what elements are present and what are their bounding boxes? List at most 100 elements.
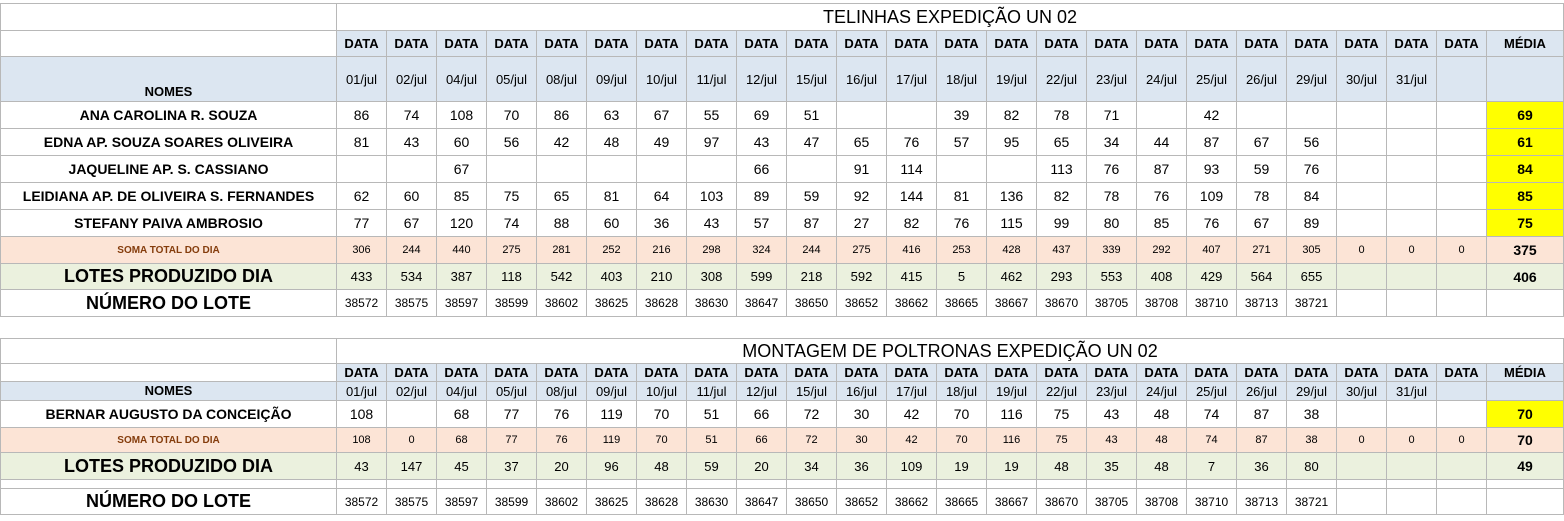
value-cell[interactable]: 62 (336, 182, 387, 210)
value-cell[interactable] (1386, 400, 1437, 428)
numero-value[interactable]: 38721 (1286, 289, 1337, 317)
value-cell[interactable]: 78 (1086, 182, 1137, 210)
value-cell[interactable]: 89 (1286, 209, 1337, 237)
value-cell[interactable]: 70 (936, 400, 987, 428)
person-name[interactable]: BERNAR AUGUSTO DA CONCEIÇÃO (0, 400, 337, 428)
date-header[interactable]: DATA (436, 30, 487, 57)
lotes-value[interactable]: 80 (1286, 452, 1337, 480)
soma-value[interactable]: 0 (1336, 427, 1387, 453)
date-header[interactable]: DATA (1386, 30, 1437, 57)
soma-value[interactable]: 275 (486, 236, 537, 264)
value-cell[interactable]: 74 (386, 101, 437, 129)
value-cell[interactable]: 120 (436, 209, 487, 237)
lotes-value[interactable]: 599 (736, 263, 787, 290)
lotes-value[interactable]: 48 (636, 452, 687, 480)
numero-value[interactable]: 38599 (486, 488, 537, 515)
soma-value[interactable]: 38 (1286, 427, 1337, 453)
value-cell[interactable] (1436, 128, 1487, 156)
value-cell[interactable] (986, 155, 1037, 183)
blank-cell[interactable] (1336, 479, 1387, 489)
lotes-value[interactable]: 96 (586, 452, 637, 480)
blank-cell[interactable] (1136, 479, 1187, 489)
numero-value[interactable]: 38667 (986, 488, 1037, 515)
date-label[interactable]: 17/jul (886, 381, 937, 401)
soma-average[interactable]: 70 (1486, 427, 1564, 453)
value-cell[interactable]: 82 (1036, 182, 1087, 210)
value-cell[interactable]: 80 (1086, 209, 1137, 237)
soma-value[interactable]: 72 (786, 427, 837, 453)
value-cell[interactable]: 87 (1186, 128, 1237, 156)
date-label[interactable]: 09/jul (586, 381, 637, 401)
soma-value[interactable]: 0 (386, 427, 437, 453)
value-cell[interactable]: 60 (586, 209, 637, 237)
soma-value[interactable]: 416 (886, 236, 937, 264)
blank-cell[interactable] (1036, 479, 1087, 489)
soma-value[interactable]: 428 (986, 236, 1037, 264)
average-cell[interactable]: 70 (1486, 400, 1564, 428)
value-cell[interactable]: 95 (986, 128, 1037, 156)
date-header[interactable]: DATA (1236, 30, 1287, 57)
value-cell[interactable]: 84 (1286, 182, 1337, 210)
date-label[interactable]: 24/jul (1136, 56, 1187, 102)
value-cell[interactable]: 136 (986, 182, 1037, 210)
value-cell[interactable] (1436, 209, 1487, 237)
average-cell[interactable]: 85 (1486, 182, 1564, 210)
value-cell[interactable]: 103 (686, 182, 737, 210)
date-header[interactable]: DATA (736, 30, 787, 57)
numero-lote-label[interactable]: NÚMERO DO LOTE (0, 289, 337, 317)
value-cell[interactable] (1286, 101, 1337, 129)
blank-cell[interactable] (986, 479, 1037, 489)
soma-value[interactable]: 0 (1436, 427, 1487, 453)
value-cell[interactable] (1386, 155, 1437, 183)
lotes-value[interactable]: 19 (986, 452, 1037, 480)
soma-value[interactable]: 339 (1086, 236, 1137, 264)
value-cell[interactable]: 43 (386, 128, 437, 156)
lotes-value[interactable]: 59 (686, 452, 737, 480)
value-cell[interactable]: 69 (736, 101, 787, 129)
value-cell[interactable]: 42 (536, 128, 587, 156)
value-cell[interactable]: 74 (486, 209, 537, 237)
soma-value[interactable]: 51 (686, 427, 737, 453)
value-cell[interactable]: 64 (636, 182, 687, 210)
lotes-value[interactable]: 36 (1236, 452, 1287, 480)
soma-value[interactable]: 292 (1136, 236, 1187, 264)
soma-average[interactable]: 375 (1486, 236, 1564, 264)
blank-cell[interactable] (586, 479, 637, 489)
date-header[interactable]: DATA (1336, 30, 1387, 57)
value-cell[interactable]: 27 (836, 209, 887, 237)
lotes-value[interactable]: 433 (336, 263, 387, 290)
date-label[interactable]: 08/jul (536, 381, 587, 401)
blank-cell[interactable] (1236, 479, 1287, 489)
lotes-label[interactable]: LOTES PRODUZIDO DIA (0, 263, 337, 290)
value-cell[interactable] (536, 155, 587, 183)
average-cell[interactable]: 61 (1486, 128, 1564, 156)
lotes-value[interactable]: 43 (336, 452, 387, 480)
date-header[interactable]: DATA (886, 30, 937, 57)
lotes-value[interactable]: 20 (536, 452, 587, 480)
value-cell[interactable]: 72 (786, 400, 837, 428)
numero-blank[interactable] (1486, 289, 1564, 317)
numero-value[interactable]: 38665 (936, 289, 987, 317)
value-cell[interactable]: 67 (386, 209, 437, 237)
soma-value[interactable]: 68 (436, 427, 487, 453)
value-cell[interactable]: 76 (536, 400, 587, 428)
media-blank[interactable] (1486, 381, 1564, 401)
blank-cell[interactable] (386, 479, 437, 489)
date-header[interactable]: DATA (336, 363, 387, 382)
numero-value[interactable]: 38667 (986, 289, 1037, 317)
date-label[interactable]: 01/jul (336, 381, 387, 401)
value-cell[interactable]: 66 (736, 400, 787, 428)
lotes-value[interactable]: 592 (836, 263, 887, 290)
value-cell[interactable]: 42 (1186, 101, 1237, 129)
blank-cell[interactable] (336, 479, 387, 489)
soma-value[interactable]: 440 (436, 236, 487, 264)
soma-value[interactable]: 305 (1286, 236, 1337, 264)
numero-value[interactable]: 38713 (1236, 488, 1287, 515)
soma-value[interactable]: 253 (936, 236, 987, 264)
lotes-value[interactable]: 462 (986, 263, 1037, 290)
date-header[interactable]: DATA (686, 30, 737, 57)
numero-value[interactable]: 38572 (336, 289, 387, 317)
value-cell[interactable]: 85 (1136, 209, 1187, 237)
lotes-value[interactable]: 542 (536, 263, 587, 290)
numero-value[interactable]: 38628 (636, 289, 687, 317)
